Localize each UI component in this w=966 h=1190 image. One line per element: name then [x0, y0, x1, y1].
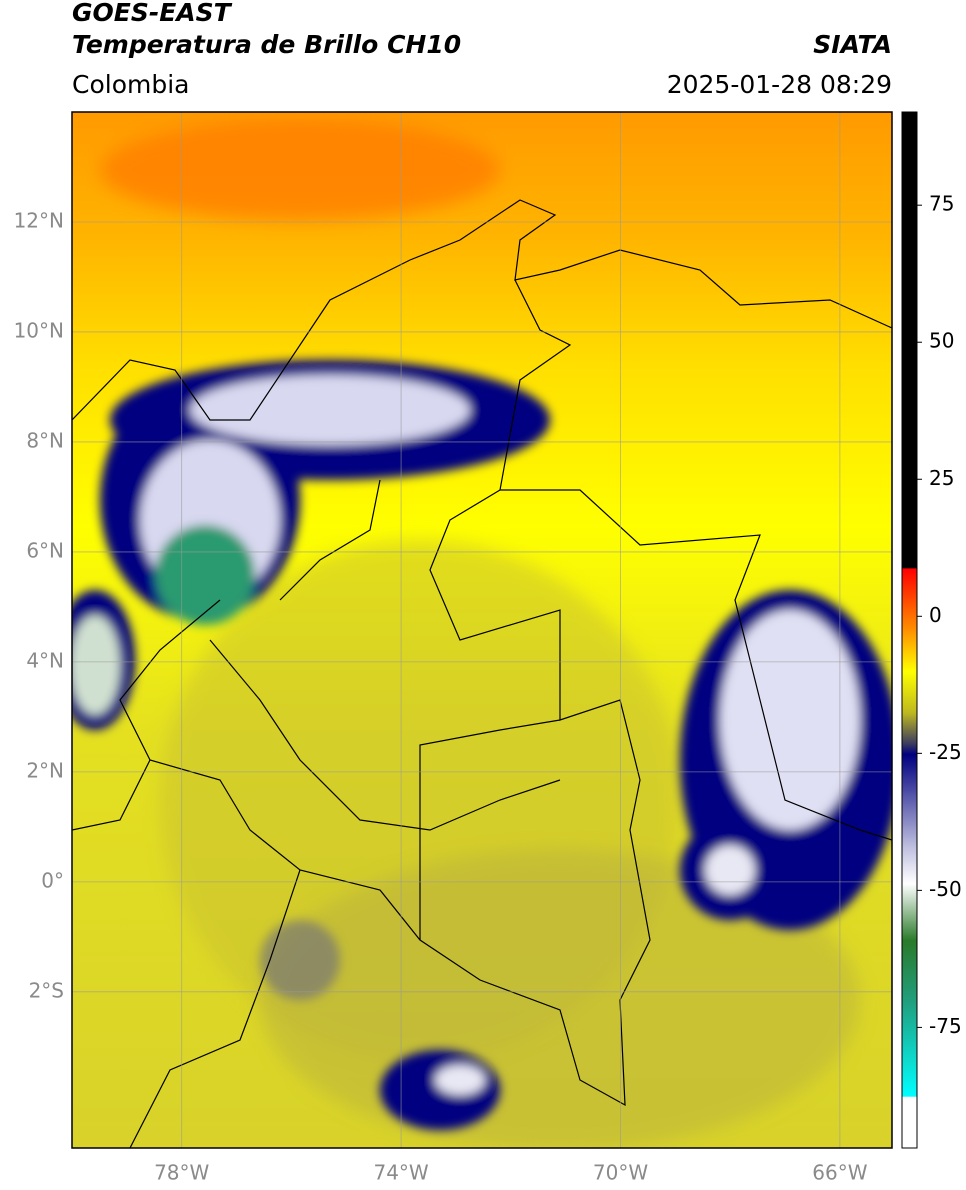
- map-imagery: [72, 112, 892, 1148]
- subtitle: Temperatura de Brillo CH10: [72, 30, 461, 59]
- lat-label: 0°: [41, 868, 64, 892]
- lat-label: 6°N: [26, 538, 64, 562]
- region: Colombia: [72, 70, 189, 99]
- lat-label: 2°S: [29, 978, 64, 1002]
- lat-label: 12°N: [14, 208, 64, 232]
- lon-label: 66°W: [812, 1161, 867, 1185]
- lon-label: 78°W: [154, 1161, 209, 1185]
- graticule: [72, 112, 892, 1148]
- map-frame: [71, 111, 893, 1149]
- lat-label: 4°N: [26, 648, 64, 672]
- lon-label: 70°W: [593, 1161, 648, 1185]
- source: SIATA: [813, 30, 892, 59]
- colorbar-label: 50: [929, 329, 954, 353]
- colorbar-label: -50: [929, 877, 962, 901]
- colorbar-label: -25: [929, 740, 962, 764]
- lat-label: 10°N: [14, 318, 64, 342]
- colorbar-label: 75: [929, 192, 954, 216]
- colorbar-label: 25: [929, 466, 954, 490]
- title: GOES-EAST: [72, 0, 233, 27]
- colorbar-label: 0: [929, 603, 942, 627]
- colorbar: [901, 111, 918, 1149]
- datetime: 2025-01-28 08:29: [667, 70, 892, 99]
- lon-label: 74°W: [373, 1161, 428, 1185]
- lat-label: 2°N: [26, 758, 64, 782]
- colorbar-label: -75: [929, 1014, 962, 1038]
- lat-label: 8°N: [26, 428, 64, 452]
